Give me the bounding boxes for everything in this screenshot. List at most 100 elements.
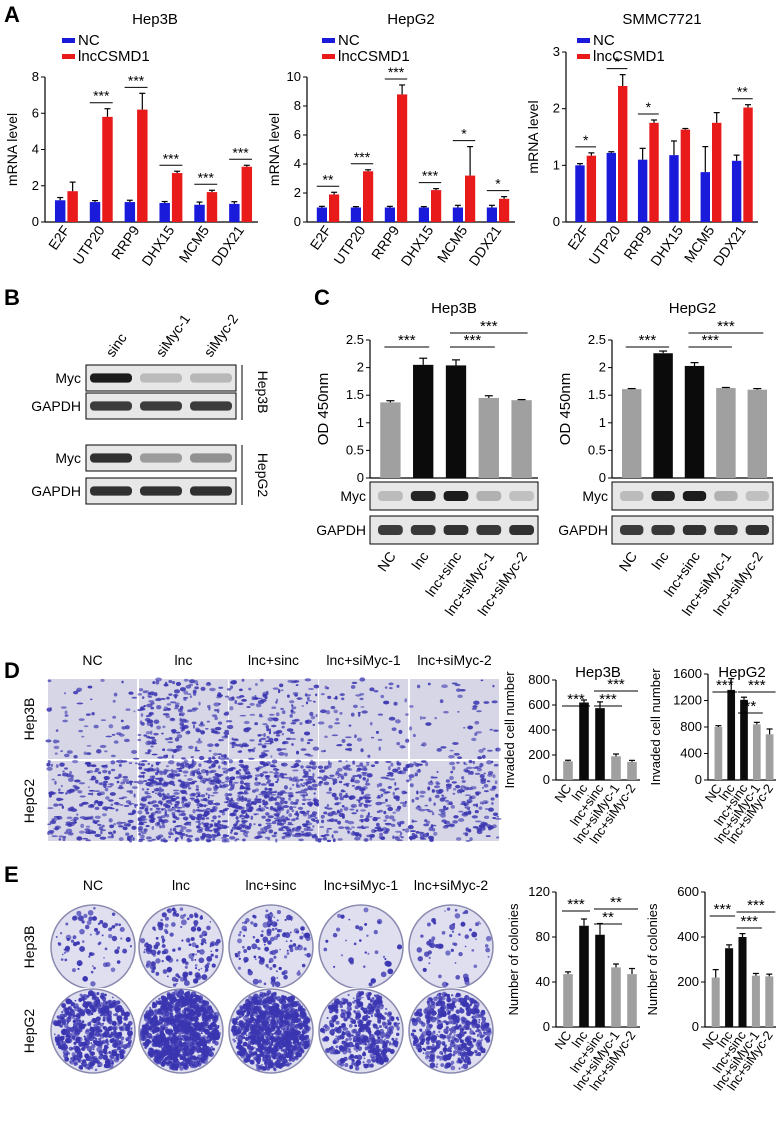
stained-cell <box>409 830 417 833</box>
colony <box>237 938 242 944</box>
significance-label: *** <box>398 332 416 349</box>
blot-band <box>476 490 502 502</box>
colony <box>92 1040 96 1043</box>
stained-cell <box>385 822 392 826</box>
colony <box>111 996 114 999</box>
colony <box>359 939 362 942</box>
stained-cell <box>67 777 74 782</box>
stained-cell <box>94 820 98 825</box>
stained-cell <box>387 772 394 775</box>
colony <box>453 942 458 947</box>
stained-cell <box>461 780 466 783</box>
colony <box>475 938 477 941</box>
colony <box>88 1035 95 1042</box>
blot-band <box>410 490 436 502</box>
stained-cell <box>210 728 215 731</box>
colony <box>153 928 157 932</box>
colony <box>170 1009 173 1012</box>
stained-cell <box>367 754 371 758</box>
stained-cell <box>183 796 186 801</box>
colony <box>194 972 201 978</box>
stained-cell <box>472 766 479 770</box>
stained-cell <box>246 774 252 779</box>
colony <box>366 934 369 937</box>
colony <box>93 1000 99 1007</box>
colony <box>454 913 461 919</box>
stained-cell <box>78 782 86 785</box>
stained-cell <box>127 838 131 842</box>
stained-cell <box>204 799 210 802</box>
stained-cell <box>348 795 353 800</box>
bar-nc <box>669 155 679 222</box>
stained-cell <box>118 797 125 800</box>
group-label-hep3b: Hep3B <box>255 371 271 414</box>
stained-cell <box>358 774 362 779</box>
stained-cell <box>416 763 423 766</box>
colony <box>207 1005 213 1011</box>
colony <box>170 1002 173 1005</box>
colony <box>286 949 289 952</box>
stained-cell <box>384 798 388 803</box>
stained-cell <box>326 839 332 843</box>
stained-cell <box>209 823 213 828</box>
colony <box>179 1066 184 1071</box>
colony <box>143 1023 150 1030</box>
colony <box>66 937 70 941</box>
colony <box>79 1066 84 1070</box>
stained-cell <box>309 711 314 717</box>
stained-cell <box>115 808 119 812</box>
colony <box>451 930 455 933</box>
stained-cell <box>165 800 168 804</box>
stained-cell <box>161 732 164 735</box>
colony <box>97 1016 101 1020</box>
stained-cell <box>362 795 367 800</box>
stained-cell <box>399 770 402 772</box>
bar-nc <box>384 207 395 222</box>
colony <box>197 1060 202 1065</box>
colony <box>209 1037 213 1042</box>
stained-cell <box>443 710 449 714</box>
stained-cell <box>227 800 232 804</box>
stained-cell <box>496 815 500 818</box>
colony <box>67 1006 72 1011</box>
colony <box>471 948 475 952</box>
stained-cell <box>271 706 277 710</box>
stained-cell <box>212 757 216 760</box>
stained-cell <box>365 780 368 784</box>
stained-cell <box>359 697 364 701</box>
colony <box>61 1010 64 1014</box>
colony <box>195 1008 200 1013</box>
stained-cell <box>392 811 397 814</box>
stained-cell <box>208 749 212 752</box>
stained-cell <box>202 781 206 784</box>
stained-cell <box>488 807 494 812</box>
stained-cell <box>364 804 369 809</box>
colony <box>119 1054 125 1060</box>
stained-cell <box>258 793 263 796</box>
stained-cell <box>166 793 170 797</box>
colony <box>149 1006 152 1009</box>
bar-lnc <box>431 190 442 222</box>
stained-cell <box>179 717 182 722</box>
y-tick-label: 0 <box>553 214 560 229</box>
stained-cell <box>47 760 51 764</box>
stained-cell <box>259 678 264 682</box>
stained-cell <box>131 750 138 755</box>
colony <box>251 943 258 950</box>
colony <box>484 944 489 948</box>
colony <box>236 1042 239 1045</box>
colony <box>154 1008 158 1012</box>
colony <box>109 1039 114 1044</box>
stained-cell <box>223 769 229 774</box>
stained-cell <box>196 740 203 744</box>
stained-cell <box>280 797 286 801</box>
stained-cell <box>430 775 434 779</box>
stained-cell <box>148 711 155 716</box>
stained-cell <box>258 738 262 743</box>
stained-cell <box>175 745 183 749</box>
stained-cell <box>114 776 120 780</box>
bar-nc <box>452 207 463 222</box>
stained-cell <box>263 750 270 752</box>
legend-swatch-nc <box>62 38 75 43</box>
stained-cell <box>290 711 296 715</box>
